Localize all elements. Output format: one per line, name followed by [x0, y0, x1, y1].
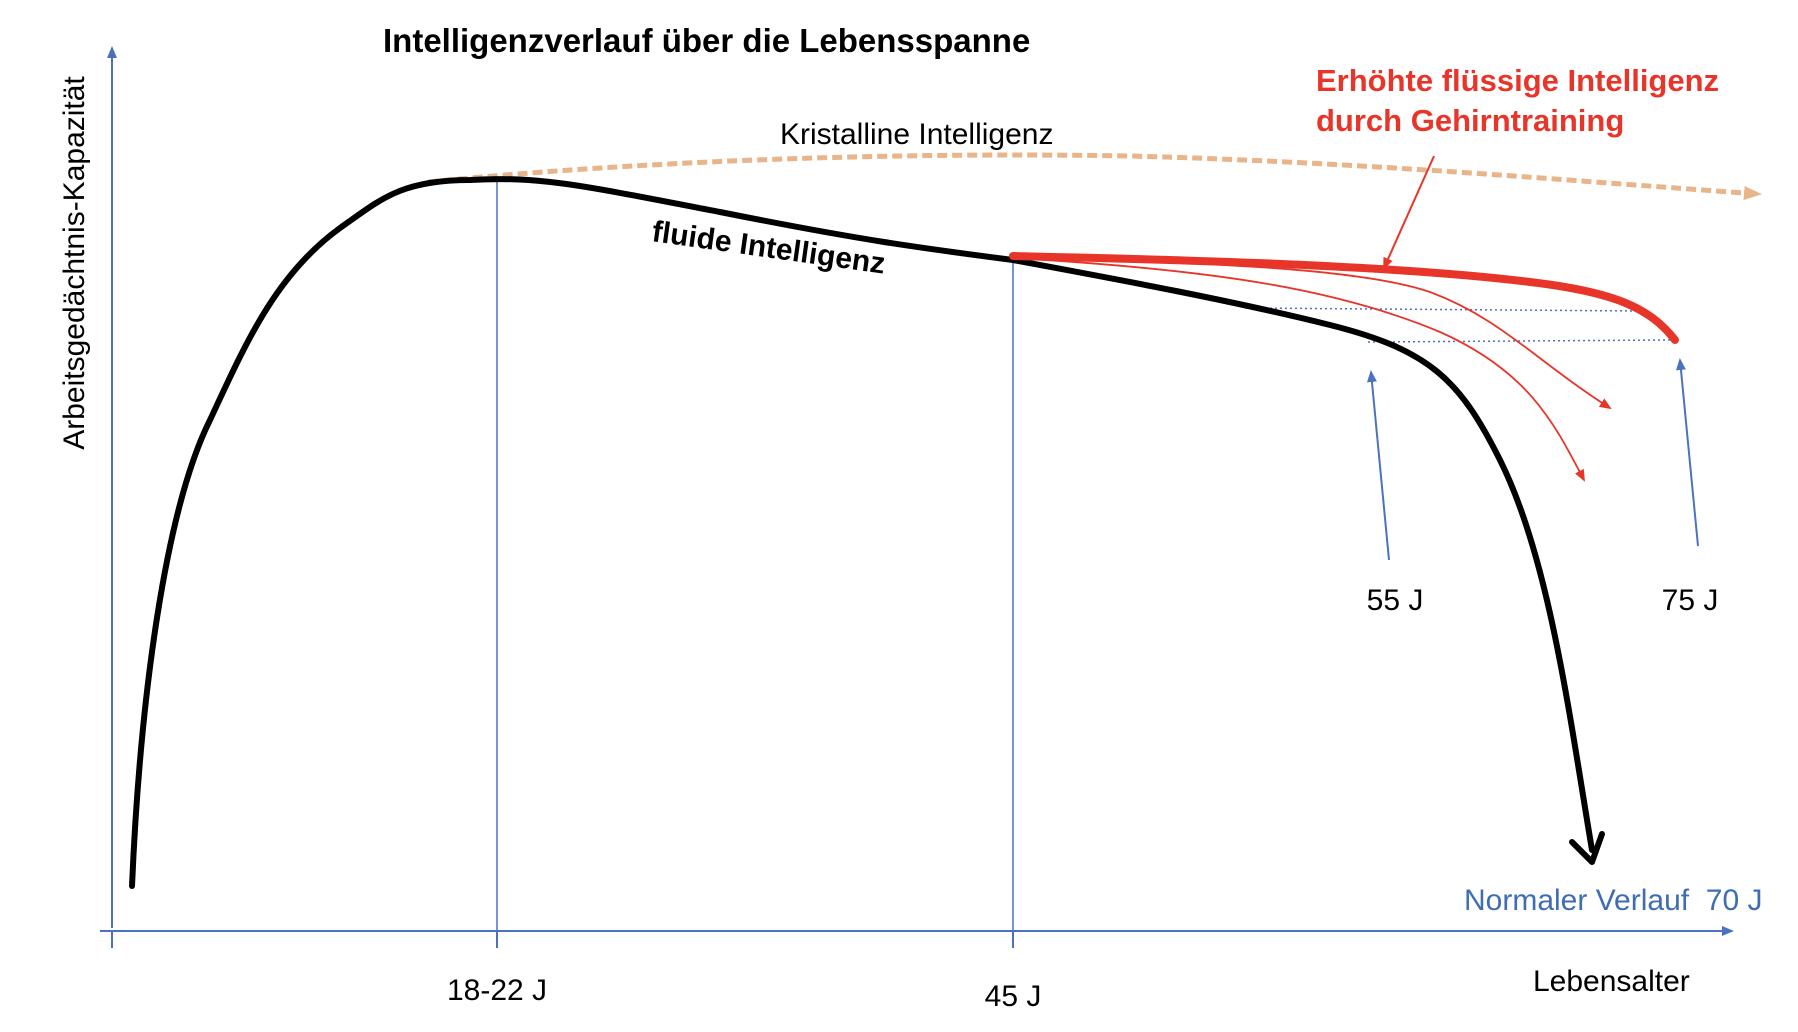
- training-pointer: [1383, 155, 1435, 270]
- x-tick-label-45: 45 J: [985, 980, 1042, 1013]
- training-curve: [1009, 252, 1679, 344]
- fluid-intelligence-curve: [129, 176, 1595, 889]
- age-75-pointer: [1675, 358, 1699, 547]
- dotted-line-upper: [1244, 307, 1641, 312]
- fluid-intelligence-label: fluide Intelligenz: [650, 215, 887, 280]
- age-55-label: 55 J: [1367, 584, 1424, 617]
- chart-title: Intelligenzverlauf über die Lebensspanne: [383, 22, 1030, 59]
- crystalline-intelligence-label: Kristalline Intelligenz: [780, 118, 1053, 151]
- age-55-pointer: [1366, 370, 1390, 561]
- x-tick-label-18-22: 18-22 J: [447, 974, 547, 1007]
- training-label-line2: durch Gehirntraining: [1316, 103, 1624, 138]
- age-75-label: 75 J: [1662, 584, 1719, 617]
- fluid-intelligence-arrowhead: [1569, 831, 1605, 865]
- training-label-line1: Erhöhte flüssige Intelligenz: [1316, 63, 1719, 98]
- normal-course-label: Normaler Verlauf 70 J: [1464, 884, 1762, 917]
- y-axis-label: Arbeitsgedächtnis-Kapazität: [58, 76, 91, 450]
- crystalline-intelligence-curve: [427, 152, 1762, 200]
- x-axis-label: Lebensalter: [1533, 965, 1690, 998]
- dotted-line-lower: [1367, 339, 1673, 343]
- training-branch-lower: [1012, 257, 1585, 482]
